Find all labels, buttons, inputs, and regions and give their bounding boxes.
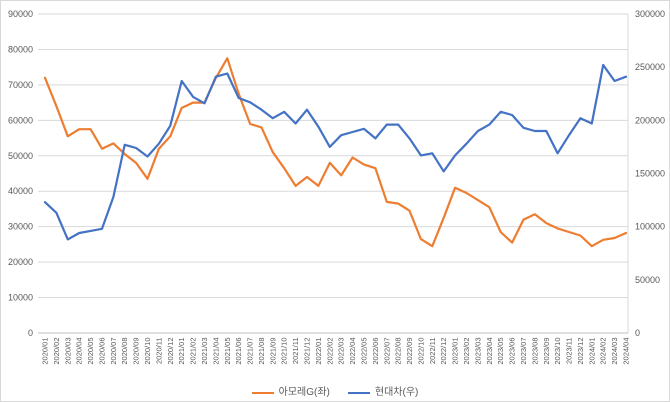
series-line-hyundai xyxy=(43,63,628,241)
x-axis-tick-label: 2020/08 xyxy=(120,338,129,365)
x-axis-tick-label: 2023/08 xyxy=(530,338,539,365)
y-axis-left-tick-label: 10000 xyxy=(8,293,33,303)
x-axis-tick-label: 2022/12 xyxy=(439,338,448,365)
y-axis-right-labels: 0 50000 100000 150000 200000 250000 300000 xyxy=(635,9,665,338)
x-axis-tick-label: 2020/07 xyxy=(109,338,118,365)
x-axis-tick-label: 2021/01 xyxy=(177,338,186,365)
x-axis-tick-label: 2021/11 xyxy=(291,338,300,365)
x-axis-tick-label: 2022/08 xyxy=(394,338,403,365)
x-axis-tick-label: 2023/06 xyxy=(508,338,517,365)
y-axis-right-tick-label: 0 xyxy=(635,328,640,338)
x-axis-labels: 2020/01 2020/02 2020/03 2020/04 2020/05 2020/… xyxy=(41,338,631,365)
x-axis-tick-label: 2020/12 xyxy=(166,338,175,365)
y-axis-left-tick-label: 70000 xyxy=(8,80,33,90)
x-axis-tick-label: 2021/10 xyxy=(280,338,289,365)
x-axis-tick-label: 2023/02 xyxy=(462,338,471,365)
y-axis-left-tick-label: 80000 xyxy=(8,44,33,54)
y-axis-left-tick-label: 0 xyxy=(28,328,33,338)
series-line-amoreg xyxy=(43,57,628,248)
x-axis-tick-label: 2020/09 xyxy=(132,338,141,365)
x-axis-tick-label: 2021/03 xyxy=(200,338,209,365)
y-axis-right-tick-label: 150000 xyxy=(635,169,665,179)
x-axis-tick-label: 2024/02 xyxy=(599,338,608,365)
x-axis-tick-label: 2022/05 xyxy=(359,338,368,365)
y-axis-left-tick-label: 30000 xyxy=(8,222,33,232)
x-axis-tick-label: 2022/02 xyxy=(325,338,334,365)
x-axis-tick-label: 2020/01 xyxy=(41,338,50,365)
x-axis-tick-label: 2020/10 xyxy=(143,338,152,365)
x-axis-tick-label: 2022/07 xyxy=(382,338,391,365)
y-axis-left-tick-label: 60000 xyxy=(8,115,33,125)
x-axis-tick-label: 2023/10 xyxy=(553,338,562,365)
x-axis-tick-label: 2024/04 xyxy=(622,338,631,365)
x-axis-tick-label: 2023/01 xyxy=(451,338,460,365)
x-axis-tick-label: 2022/11 xyxy=(428,338,437,365)
x-axis-tick-label: 2021/05 xyxy=(223,338,232,365)
x-axis-tick-label: 2021/12 xyxy=(303,338,312,365)
y-axis-right-tick-label: 100000 xyxy=(635,222,665,232)
x-axis-tick-label: 2020/03 xyxy=(63,338,72,365)
x-axis-tick-label: 2023/09 xyxy=(542,338,551,365)
x-axis-tick-label: 2021/09 xyxy=(268,338,277,365)
x-axis-tick-label: 2023/11 xyxy=(565,338,574,365)
x-axis-tick-label: 2023/07 xyxy=(519,338,528,365)
y-axis-right-tick-label: 50000 xyxy=(635,275,660,285)
x-axis-tick-label: 2021/08 xyxy=(257,338,266,365)
y-axis-left-tick-label: 50000 xyxy=(8,151,33,161)
x-axis-tick-label: 2024/03 xyxy=(610,338,619,365)
x-axis-tick-label: 2023/03 xyxy=(473,338,482,365)
x-axis-tick-label: 2020/05 xyxy=(86,338,95,365)
x-axis-tick-label: 2020/11 xyxy=(154,338,163,365)
y-axis-left-tick-label: 90000 xyxy=(8,9,33,19)
x-axis-tick-label: 2021/02 xyxy=(189,338,198,365)
y-axis-right-tick-label: 250000 xyxy=(635,62,665,72)
y-axis-left-labels: 0 10000 20000 30000 40000 50000 60000 70000 8000… xyxy=(8,9,33,338)
x-axis-tick-label: 2021/07 xyxy=(246,338,255,365)
y-axis-left-tick-label: 40000 xyxy=(8,186,33,196)
x-axis-tick-label: 2022/03 xyxy=(337,338,346,365)
x-axis-tick-label: 2023/12 xyxy=(576,338,585,365)
y-axis-left-tick-label: 20000 xyxy=(8,257,33,267)
x-axis-tick-label: 2021/04 xyxy=(211,338,220,365)
x-axis-tick-label: 2020/06 xyxy=(97,338,106,365)
x-axis-tick-label: 2020/04 xyxy=(75,338,84,365)
x-axis-tick-label: 2022/06 xyxy=(371,338,380,365)
x-axis-tick-label: 2022/04 xyxy=(348,338,357,365)
x-axis-tick-label: 2022/10 xyxy=(416,338,425,365)
x-axis-tick-label: 2023/05 xyxy=(496,338,505,365)
x-axis-tick-label: 2023/04 xyxy=(485,338,494,365)
y-axis-right-tick-label: 200000 xyxy=(635,115,665,125)
y-axis-right-tick-label: 300000 xyxy=(635,9,665,19)
x-axis-tick-label: 2020/02 xyxy=(52,338,61,365)
x-axis-tick-label: 2022/09 xyxy=(405,338,414,365)
x-axis-tick-label: 2024/01 xyxy=(587,338,596,365)
x-axis-tick-label: 2022/01 xyxy=(314,338,323,365)
gridlines xyxy=(38,13,628,299)
x-axis-tick-label: 2021/06 xyxy=(234,338,243,365)
